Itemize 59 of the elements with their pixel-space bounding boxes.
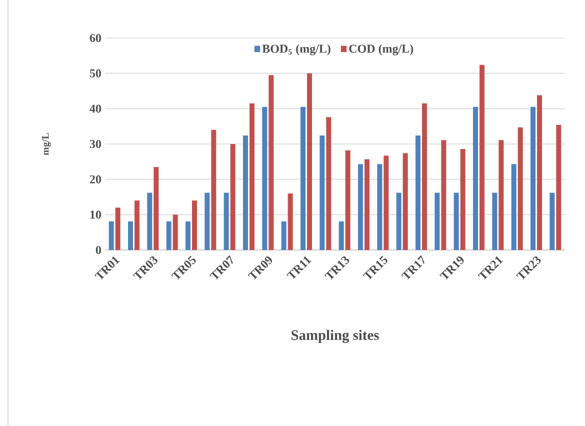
bar (422, 103, 428, 250)
bar (186, 221, 191, 250)
bar (300, 106, 306, 250)
bar (537, 95, 542, 250)
bar (154, 166, 159, 250)
bar (402, 153, 408, 250)
bar (268, 75, 274, 250)
bar (518, 127, 523, 250)
bar (307, 73, 312, 250)
y-tick-label: 30 (90, 140, 102, 148)
bar (384, 156, 389, 250)
bar (473, 106, 478, 250)
y-tick-label: 60 (90, 34, 102, 42)
bar (262, 106, 268, 250)
bar (550, 192, 555, 250)
bar (454, 192, 459, 250)
legend-label: BOD$_{5}$ (mg/L) (262, 44, 330, 56)
bar (338, 221, 344, 250)
bar (377, 164, 382, 250)
bar (460, 148, 466, 250)
bar (364, 159, 370, 250)
bar (480, 64, 485, 250)
bar (358, 164, 364, 250)
x-axis-title: Sampling sites (292, 330, 379, 344)
bar (243, 136, 248, 250)
bar (434, 192, 440, 250)
bar (115, 208, 120, 250)
bar (492, 192, 498, 250)
bar (498, 140, 504, 250)
bar (250, 103, 255, 250)
bar (396, 192, 402, 250)
bar (288, 193, 293, 250)
y-tick-label: 40 (90, 104, 102, 113)
bar (147, 192, 152, 250)
bar (530, 106, 536, 250)
bar (416, 136, 421, 250)
bar (108, 221, 114, 250)
bar (192, 200, 198, 250)
y-tick-label: 50 (90, 69, 102, 78)
legend-label: COD (mg/L) (349, 44, 414, 56)
bar (172, 214, 178, 250)
bar (230, 144, 236, 250)
bar (511, 164, 516, 250)
bar (281, 221, 286, 250)
bar (166, 221, 172, 250)
bar (345, 150, 350, 250)
bar (134, 200, 140, 250)
y-tick-label: 0 (96, 246, 102, 254)
bar (204, 192, 210, 250)
bar (211, 130, 216, 250)
bar (320, 136, 325, 250)
y-axis-title: mg/L (42, 133, 51, 156)
bar (556, 124, 562, 250)
bar (441, 140, 446, 250)
y-tick-label: 20 (90, 175, 102, 184)
bar (128, 221, 134, 250)
bar (326, 117, 332, 250)
bar (224, 192, 229, 250)
y-tick-label: 10 (90, 210, 102, 219)
